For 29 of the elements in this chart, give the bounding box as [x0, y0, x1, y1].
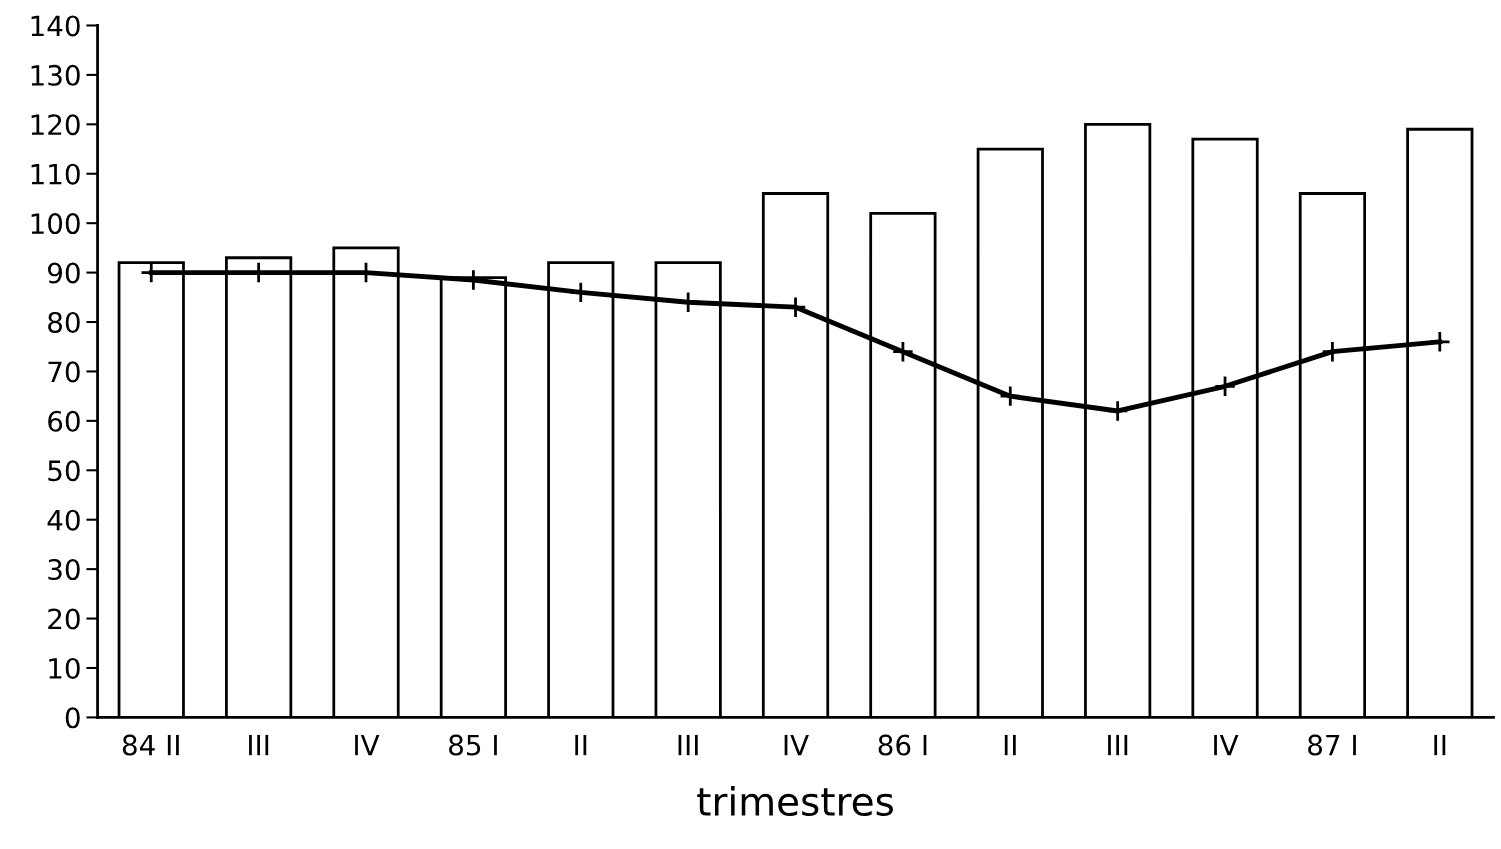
y-tick-label: 100 — [31, 213, 80, 235]
x-tick-label: 85 I — [449, 734, 497, 756]
x-tick-label: II — [575, 734, 587, 756]
y-tick-label: 90 — [47, 262, 80, 284]
x-tick-label: 87 I — [1308, 734, 1356, 756]
x-tick-label: 86 I — [878, 734, 927, 756]
y-tick-label: 70 — [48, 361, 80, 383]
x-tick-label: II — [1004, 734, 1016, 756]
x-tick-label: III — [678, 734, 698, 756]
y-tick-label: 130 — [31, 64, 80, 86]
y-tick-label: 60 — [48, 410, 80, 432]
y-tick-label: 40 — [47, 509, 80, 531]
x-tick-label: IV — [355, 734, 380, 756]
y-tick-label: 110 — [31, 163, 80, 185]
x-tick-label: IV — [784, 734, 809, 756]
y-tick-label: 140 — [31, 15, 80, 37]
x-tick-label: II — [1434, 734, 1446, 756]
y-tick-label: 10 — [49, 657, 80, 679]
x-tick-label: III — [1108, 734, 1128, 756]
y-tick-label: 80 — [48, 311, 80, 333]
y-tick-label: 120 — [31, 114, 80, 136]
y-tick-label: 20 — [48, 608, 80, 630]
y-tick-label: 50 — [48, 460, 80, 482]
x-tick-label: IV — [1214, 734, 1239, 756]
x-axis-title: trimestres — [697, 785, 893, 817]
y-tick-label: 30 — [48, 559, 80, 581]
x-tick-label: III — [249, 734, 269, 756]
x-tick-label: 84 II — [122, 734, 179, 756]
y-tick-label: 0 — [65, 707, 80, 729]
